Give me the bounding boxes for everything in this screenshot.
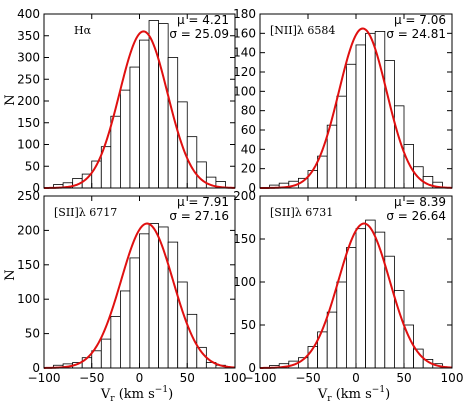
histogram-bar xyxy=(384,255,395,369)
histogram-bar xyxy=(100,338,112,369)
x-tick-label: 100 xyxy=(224,371,247,385)
panel-title: [NII]λ 6584 xyxy=(270,24,335,37)
histogram-bar xyxy=(355,228,367,369)
x-tick-label: −50 xyxy=(79,371,104,385)
histogram-bar xyxy=(91,350,102,369)
histogram-bar xyxy=(167,241,179,369)
ylabel-bottom: N xyxy=(3,269,18,280)
sigma-annotation: σ = 26.64 xyxy=(386,209,446,223)
gaussian-fit-line xyxy=(260,222,453,369)
y-tick-label: 50 xyxy=(25,159,40,173)
histogram-bar xyxy=(120,89,131,189)
histogram-bar xyxy=(355,44,367,189)
y-tick-label: 100 xyxy=(233,84,256,98)
x-tick-label: −100 xyxy=(28,371,61,385)
y-tick-label: 20 xyxy=(241,162,256,176)
histogram-bar xyxy=(110,315,121,369)
x-tick-label: −50 xyxy=(295,371,320,385)
histogram-bar xyxy=(384,60,395,189)
y-tick-label: 60 xyxy=(241,123,256,137)
y-tick-label: 120 xyxy=(233,65,256,79)
x-tick-label: 0 xyxy=(136,371,144,385)
mu-annotation: μ = 7.06 xyxy=(394,13,446,27)
panel-2: 0 20 40 60 80 100 120 140 160 180 [NII]λ 6584 μ = 7… xyxy=(233,7,453,195)
histogram-bar xyxy=(336,281,347,369)
mu-annotation: μ = 4.21 xyxy=(177,13,229,27)
sigma-annotation: σ = 27.16 xyxy=(169,209,229,223)
y-tick-label: 40 xyxy=(241,142,256,156)
ylabel-top: N xyxy=(3,94,18,105)
histogram-bar xyxy=(317,155,328,189)
panel-4: 0 50 100 150 200 −100 −50 0 50 100 [SII]λ 6731 μ = … xyxy=(233,189,463,385)
y-tick-label: 50 xyxy=(25,327,40,341)
histogram-bar xyxy=(326,124,338,189)
x-tick-label: 100 xyxy=(441,371,463,385)
mu-annotation: μ = 7.91 xyxy=(177,195,229,209)
histogram-bar xyxy=(148,223,160,369)
xlabel-right: Vr (km s−1) xyxy=(317,385,390,404)
histogram-bar xyxy=(374,231,386,369)
histogram-bar xyxy=(196,346,207,369)
y-tick-label: 100 xyxy=(17,138,40,152)
histogram-bar xyxy=(158,23,169,189)
y-tick-label: 200 xyxy=(17,223,40,237)
y-tick-label: 250 xyxy=(17,189,40,203)
histogram-bar xyxy=(403,144,415,189)
y-tick-label: 0 xyxy=(32,181,40,195)
x-tick-label: 50 xyxy=(180,371,195,385)
histogram-bar xyxy=(326,311,338,369)
y-tick-label: 200 xyxy=(233,189,256,203)
histogram-bar xyxy=(120,290,131,369)
gaussian-fit-line xyxy=(43,222,236,369)
panel-3: 0 50 100 150 200 250 −100 −50 0 50 100 [SII]λ 6717 μ… xyxy=(17,189,246,385)
y-tick-label: 50 xyxy=(241,318,256,332)
y-tick-label: 150 xyxy=(233,232,256,246)
histogram-bar xyxy=(177,281,188,369)
y-tick-label: 350 xyxy=(17,29,40,43)
y-tick-label: 300 xyxy=(17,51,40,65)
histogram-bar xyxy=(129,257,140,369)
histogram-bar xyxy=(139,39,150,189)
panel-title: [SII]λ 6731 xyxy=(270,206,333,219)
histogram-bar xyxy=(345,63,357,189)
histogram-bar xyxy=(345,247,357,369)
y-tick-label: 180 xyxy=(233,7,256,21)
histogram-bar xyxy=(139,233,150,369)
sigma-annotation: σ = 25.09 xyxy=(169,27,229,41)
histogram-bar xyxy=(129,66,140,189)
y-tick-label: 0 xyxy=(32,361,40,375)
y-tick-label: 0 xyxy=(248,361,256,375)
sigma-annotation: σ = 24.81 xyxy=(386,27,446,41)
gaussian-fit-line xyxy=(259,27,453,189)
y-tick-label: 80 xyxy=(241,104,256,118)
panel-title: [SII]λ 6717 xyxy=(54,206,117,219)
y-tick-label: 0 xyxy=(248,181,256,195)
xlabel-left: Vr (km s−1) xyxy=(100,385,173,404)
x-tick-label: 0 xyxy=(352,371,360,385)
histogram-bar xyxy=(110,115,121,189)
gaussian-fit-line xyxy=(44,30,236,189)
x-tick-label: 50 xyxy=(396,371,411,385)
y-tick-label: 150 xyxy=(17,116,40,130)
histogram-bar xyxy=(307,170,319,189)
mu-annotation: μ = 8.39 xyxy=(394,195,446,209)
histogram-bar xyxy=(365,219,376,369)
histogram-bar xyxy=(365,32,376,189)
y-tick-label: 140 xyxy=(233,46,256,60)
y-tick-label: 150 xyxy=(17,258,40,272)
histogram-bar xyxy=(336,95,347,189)
y-tick-label: 400 xyxy=(17,7,40,21)
y-tick-label: 200 xyxy=(17,94,40,108)
y-tick-label: 160 xyxy=(233,26,256,40)
y-tick-label: 100 xyxy=(17,292,40,306)
panel-1: 0 50 100 150 200 250 300 350 400 Hα μ = 4.21σ = 25… xyxy=(17,7,236,195)
y-tick-label: 250 xyxy=(17,72,40,86)
x-tick-label: −100 xyxy=(244,371,277,385)
panel-title: Hα xyxy=(74,24,92,37)
y-tick-label: 100 xyxy=(233,275,256,289)
